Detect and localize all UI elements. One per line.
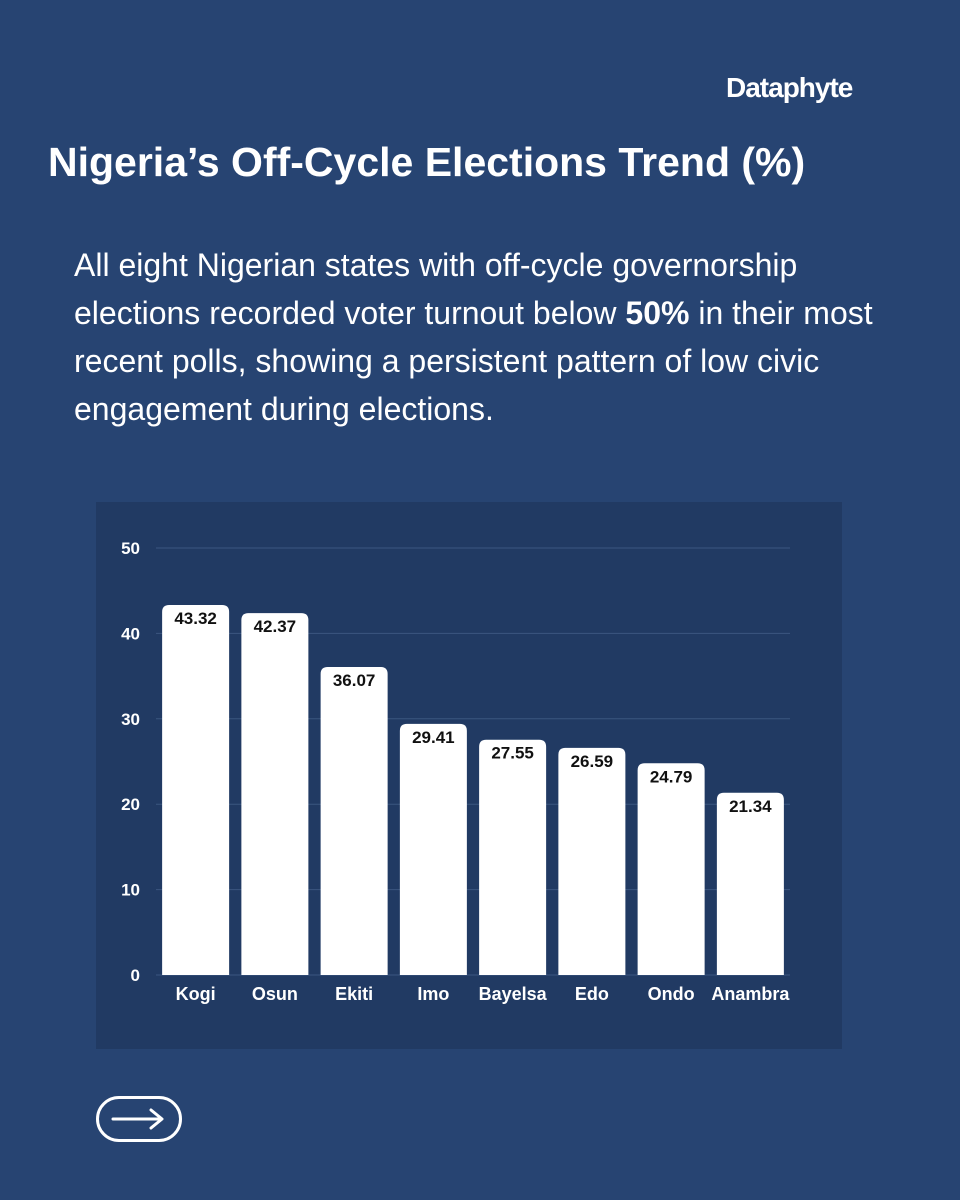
- x-tick-label: Edo: [575, 984, 609, 1004]
- data-label: 27.55: [491, 744, 534, 763]
- x-tick-label: Kogi: [176, 984, 216, 1004]
- chart-description: All eight Nigerian states with off-cycle…: [74, 241, 904, 433]
- description-text-start: All eight Nigerian states with off-cycle…: [74, 247, 798, 331]
- data-label: 26.59: [571, 752, 614, 771]
- next-button[interactable]: [96, 1096, 182, 1142]
- x-tick-label: Bayelsa: [479, 984, 548, 1004]
- chart-panel: 0 10 20 30 40 50 43.32 Kogi 42.37 Osun 36.07 Ekiti 2…: [96, 502, 842, 1049]
- data-label: 36.07: [333, 671, 376, 690]
- data-label: 42.37: [254, 617, 297, 636]
- x-tick-label: Anambra: [711, 984, 790, 1004]
- x-tick-label: Osun: [252, 984, 298, 1004]
- data-label: 21.34: [729, 797, 772, 816]
- bar: [637, 763, 705, 975]
- bar: [162, 605, 230, 975]
- page-title: Nigeria’s Off-Cycle Elections Trend (%): [48, 139, 806, 185]
- data-label: 24.79: [650, 767, 693, 786]
- data-label: 43.32: [174, 609, 217, 628]
- bar: [320, 666, 388, 975]
- x-tick-label: Imo: [417, 984, 449, 1004]
- description-highlight: 50%: [625, 295, 690, 331]
- bar: [241, 613, 309, 975]
- bar-chart: 0 10 20 30 40 50 43.32 Kogi 42.37 Osun 36.07 Ekiti 2…: [121, 539, 790, 1004]
- arrow-right-icon: [111, 1108, 164, 1130]
- y-tick-label: 40: [121, 624, 140, 643]
- bar: [479, 739, 547, 975]
- y-tick-label: 30: [121, 710, 140, 729]
- x-tick-label: Ekiti: [335, 984, 373, 1004]
- bar: [558, 747, 626, 975]
- description-text-end: in their most recent polls, showing a pe…: [74, 295, 873, 427]
- y-tick-label: 20: [121, 795, 140, 814]
- bar: [399, 723, 467, 975]
- y-tick-label: 0: [131, 966, 140, 985]
- data-label: 29.41: [412, 728, 455, 747]
- y-tick-label: 50: [121, 539, 140, 558]
- x-tick-label: Ondo: [648, 984, 695, 1004]
- bar: [716, 792, 784, 975]
- y-tick-label: 10: [121, 881, 140, 900]
- brand-logo: Dataphyte: [726, 72, 853, 103]
